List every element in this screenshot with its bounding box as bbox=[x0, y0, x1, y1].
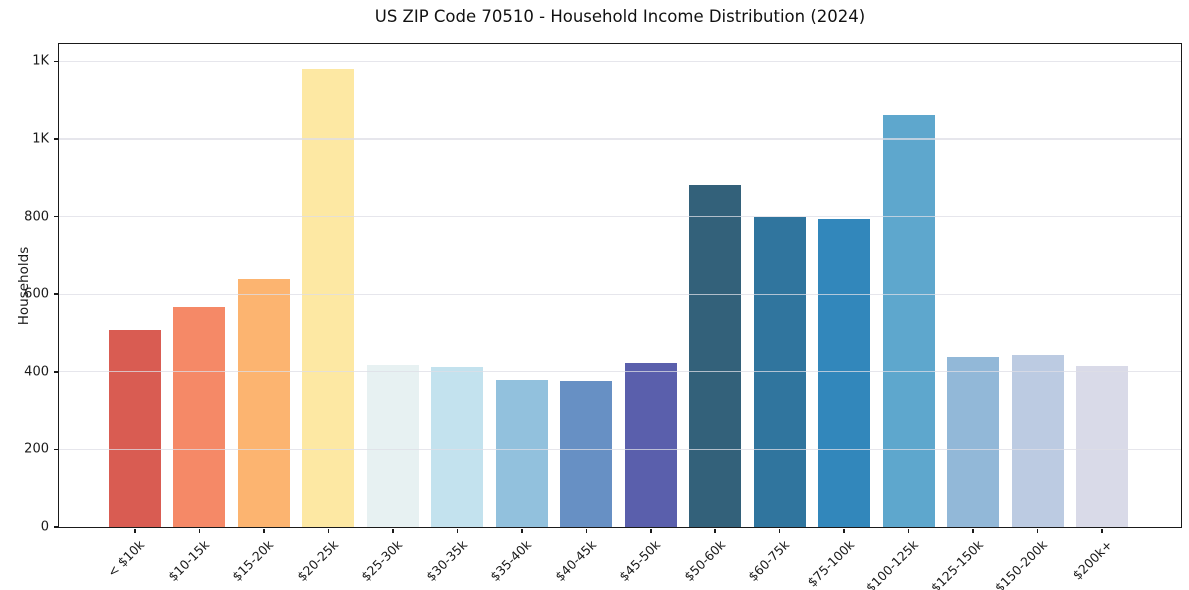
chart-title: US ZIP Code 70510 - Household Income Dis… bbox=[374, 7, 866, 26]
x-tick-label: $125-150k bbox=[927, 537, 986, 590]
x-tick-label: $10-15k bbox=[165, 537, 213, 585]
x-tick-mark bbox=[972, 528, 974, 533]
x-tick-label: $30-35k bbox=[422, 537, 470, 585]
x-tick-mark bbox=[1101, 528, 1103, 533]
x-tick-mark bbox=[650, 528, 652, 533]
x-tick-label: $75-100k bbox=[804, 537, 857, 590]
y-tick-label: 400 bbox=[24, 364, 49, 380]
bar bbox=[818, 218, 871, 527]
y-tick-label: 0 bbox=[40, 519, 49, 535]
x-tick-mark bbox=[714, 528, 716, 533]
bar bbox=[1076, 366, 1129, 527]
x-tick-label: $25-30k bbox=[358, 537, 406, 585]
y-tick-label: 200 bbox=[24, 441, 49, 457]
bar bbox=[882, 115, 935, 527]
y-tick-label: 1K bbox=[32, 53, 49, 69]
x-tick-mark bbox=[456, 528, 459, 533]
bar bbox=[173, 307, 226, 527]
x-tick-mark bbox=[521, 528, 523, 533]
x-tick-mark bbox=[843, 528, 845, 533]
bar bbox=[237, 279, 290, 527]
x-tick-mark bbox=[907, 528, 910, 533]
y-tick-label: 800 bbox=[24, 209, 49, 225]
y-tick-mark bbox=[53, 60, 58, 63]
bar bbox=[624, 362, 677, 527]
x-tick-mark bbox=[198, 528, 201, 533]
y-tick-mark bbox=[53, 293, 58, 295]
x-tick-label: $35-40k bbox=[487, 537, 535, 585]
x-tick-mark bbox=[1036, 528, 1039, 533]
x-tick-mark bbox=[263, 528, 265, 533]
y-tick-mark bbox=[53, 448, 58, 451]
x-tick-mark bbox=[392, 528, 394, 533]
x-tick-mark bbox=[327, 528, 330, 533]
y-tick-label: 600 bbox=[24, 286, 49, 302]
y-tick-mark bbox=[53, 371, 58, 373]
bar bbox=[947, 357, 1000, 527]
bar bbox=[495, 379, 548, 527]
bar bbox=[753, 216, 806, 527]
x-tick-mark bbox=[585, 528, 588, 533]
bar bbox=[560, 381, 613, 527]
bar bbox=[366, 365, 419, 527]
x-tick-label: $15-20k bbox=[229, 537, 277, 585]
x-tick-label: $150-200k bbox=[991, 537, 1051, 590]
y-tick-mark bbox=[53, 138, 58, 140]
x-tick-label: $50-60k bbox=[680, 537, 728, 585]
y-tick-label: 1K bbox=[32, 131, 49, 147]
x-tick-label: $100-125k bbox=[862, 537, 922, 590]
x-tick-label: $40-45k bbox=[551, 537, 599, 585]
bar bbox=[302, 69, 355, 527]
bar bbox=[431, 367, 484, 527]
x-tick-label: $20-25k bbox=[293, 537, 342, 585]
bar bbox=[689, 184, 742, 527]
x-tick-label: $60-75k bbox=[745, 537, 793, 585]
bar bbox=[109, 329, 161, 527]
x-tick-mark bbox=[134, 528, 136, 533]
x-tick-label: < $10k bbox=[104, 537, 148, 580]
y-tick-mark bbox=[53, 215, 58, 218]
x-tick-label: $200k+ bbox=[1069, 537, 1115, 583]
bar bbox=[1011, 355, 1064, 527]
x-tick-label: $45-50k bbox=[616, 537, 664, 585]
y-tick-mark bbox=[53, 526, 58, 528]
x-tick-mark bbox=[778, 528, 781, 533]
